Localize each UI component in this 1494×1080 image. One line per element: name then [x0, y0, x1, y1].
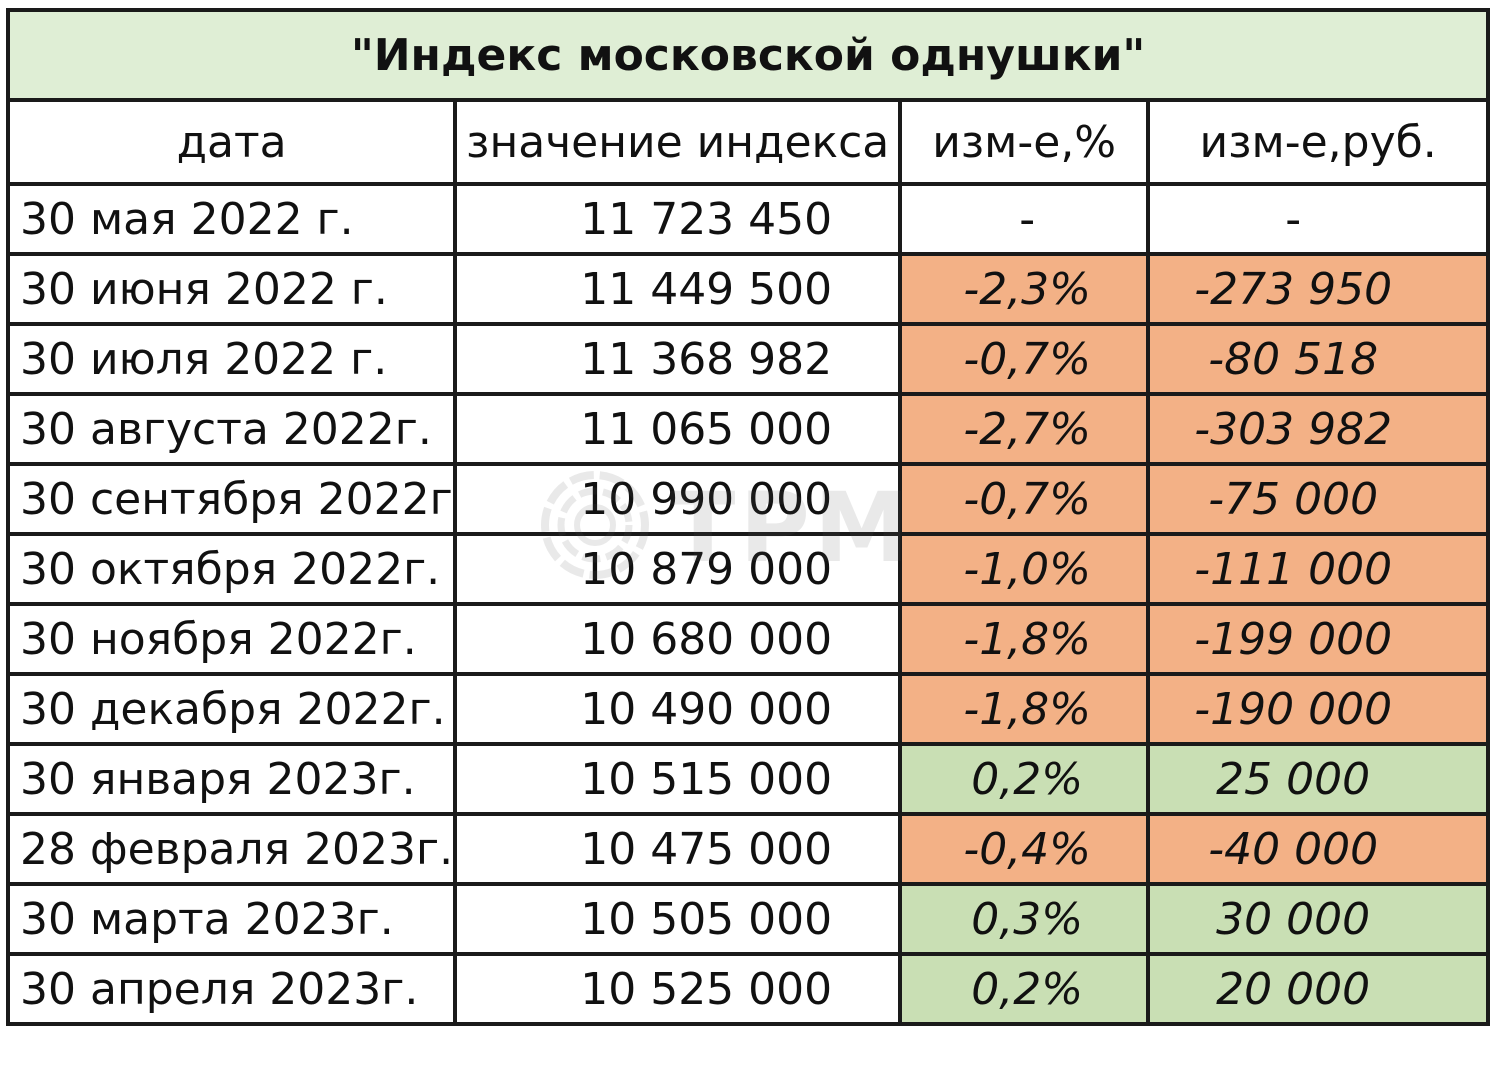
index-value-cell: 10 515 000 — [453, 742, 903, 816]
change-rub-cell: -273 950 — [1146, 252, 1491, 326]
table-row: 30 ноября 2022г. 10 680 000 -1,8% -199 000 — [5, 602, 1491, 676]
table-row: 30 сентября 2022г 10 990 000 -0,7% -75 000 — [5, 462, 1491, 536]
change-rub-cell: 30 000 — [1146, 882, 1491, 956]
table-row: 30 марта 2023г. 10 505 000 0,3% 30 000 — [5, 882, 1491, 956]
header-index-value: значение индекса — [453, 98, 903, 186]
table-row: 30 апреля 2023г. 10 525 000 0,2% 20 000 — [5, 952, 1491, 1026]
date-cell: 30 мая 2022 г. — [5, 182, 458, 256]
table-row: 30 августа 2022г. 11 065 000 -2,7% -303 982 — [5, 392, 1491, 466]
change-rub-cell: -303 982 — [1146, 392, 1491, 466]
change-rub-cell: -111 000 — [1146, 532, 1491, 606]
date-cell: 30 апреля 2023г. — [5, 952, 458, 1026]
table-row: 30 июня 2022 г. 11 449 500 -2,3% -273 950 — [5, 252, 1491, 326]
index-value-cell: 11 449 500 — [453, 252, 903, 326]
change-percent-cell: -1,8% — [898, 672, 1151, 746]
date-cell: 30 августа 2022г. — [5, 392, 458, 466]
change-percent-cell: -1,8% — [898, 602, 1151, 676]
change-percent-cell: -1,0% — [898, 532, 1151, 606]
change-rub-cell: -75 000 — [1146, 462, 1491, 536]
header-change-rub: изм-е,руб. — [1146, 98, 1491, 186]
index-value-cell: 10 680 000 — [453, 602, 903, 676]
change-rub-cell: 25 000 — [1146, 742, 1491, 816]
index-value-cell: 10 879 000 — [453, 532, 903, 606]
index-value-cell: 10 990 000 — [453, 462, 903, 536]
table-title: "Индекс московской однушки" — [5, 8, 1491, 102]
index-value-cell: 10 490 000 — [453, 672, 903, 746]
change-percent-cell: 0,2% — [898, 742, 1151, 816]
index-value-cell: 11 065 000 — [453, 392, 903, 466]
change-percent-cell: -2,7% — [898, 392, 1151, 466]
change-percent-cell: - — [898, 182, 1151, 256]
change-rub-cell: 20 000 — [1146, 952, 1491, 1026]
change-percent-cell: -0,7% — [898, 322, 1151, 396]
change-rub-cell: -199 000 — [1146, 602, 1491, 676]
date-cell: 30 сентября 2022г — [5, 462, 458, 536]
header-date: дата — [5, 98, 458, 186]
change-rub-cell: -190 000 — [1146, 672, 1491, 746]
change-rub-cell: -40 000 — [1146, 812, 1491, 886]
change-percent-cell: -2,3% — [898, 252, 1151, 326]
index-value-cell: 11 368 982 — [453, 322, 903, 396]
date-cell: 30 июня 2022 г. — [5, 252, 458, 326]
date-cell: 30 марта 2023г. — [5, 882, 458, 956]
date-cell: 30 октября 2022г. — [5, 532, 458, 606]
change-rub-cell: - — [1146, 182, 1491, 256]
index-value-cell: 11 723 450 — [453, 182, 903, 256]
table-row: 30 октября 2022г. 10 879 000 -1,0% -111 000 — [5, 532, 1491, 606]
change-percent-cell: -0,7% — [898, 462, 1151, 536]
table-row: 30 января 2023г. 10 515 000 0,2% 25 000 — [5, 742, 1491, 816]
index-value-cell: 10 475 000 — [453, 812, 903, 886]
table-row: 30 мая 2022 г. 11 723 450- - — [5, 182, 1491, 256]
date-cell: 30 января 2023г. — [5, 742, 458, 816]
index-table: "Индекс московской однушки" дата значени… — [5, 8, 1491, 1026]
change-percent-cell: 0,2% — [898, 952, 1151, 1026]
index-value-cell: 10 525 000 — [453, 952, 903, 1026]
index-value-cell: 10 505 000 — [453, 882, 903, 956]
table-row: 30 декабря 2022г. 10 490 000 -1,8% -190 000 — [5, 672, 1491, 746]
change-percent-cell: 0,3% — [898, 882, 1151, 956]
title-row: "Индекс московской однушки" — [5, 8, 1491, 102]
date-cell: 28 февраля 2023г. — [5, 812, 458, 886]
change-rub-cell: -80 518 — [1146, 322, 1491, 396]
date-cell: 30 ноября 2022г. — [5, 602, 458, 676]
table-row: 30 июля 2022 г. 11 368 982 -0,7% -80 518 — [5, 322, 1491, 396]
date-cell: 30 декабря 2022г. — [5, 672, 458, 746]
header-change-percent: изм-е,% — [898, 98, 1151, 186]
change-percent-cell: -0,4% — [898, 812, 1151, 886]
header-row: дата значение индекса изм-е,% изм-е,руб. — [5, 98, 1491, 186]
table-row: 28 февраля 2023г. 10 475 000 -0,4% -40 000 — [5, 812, 1491, 886]
date-cell: 30 июля 2022 г. — [5, 322, 458, 396]
